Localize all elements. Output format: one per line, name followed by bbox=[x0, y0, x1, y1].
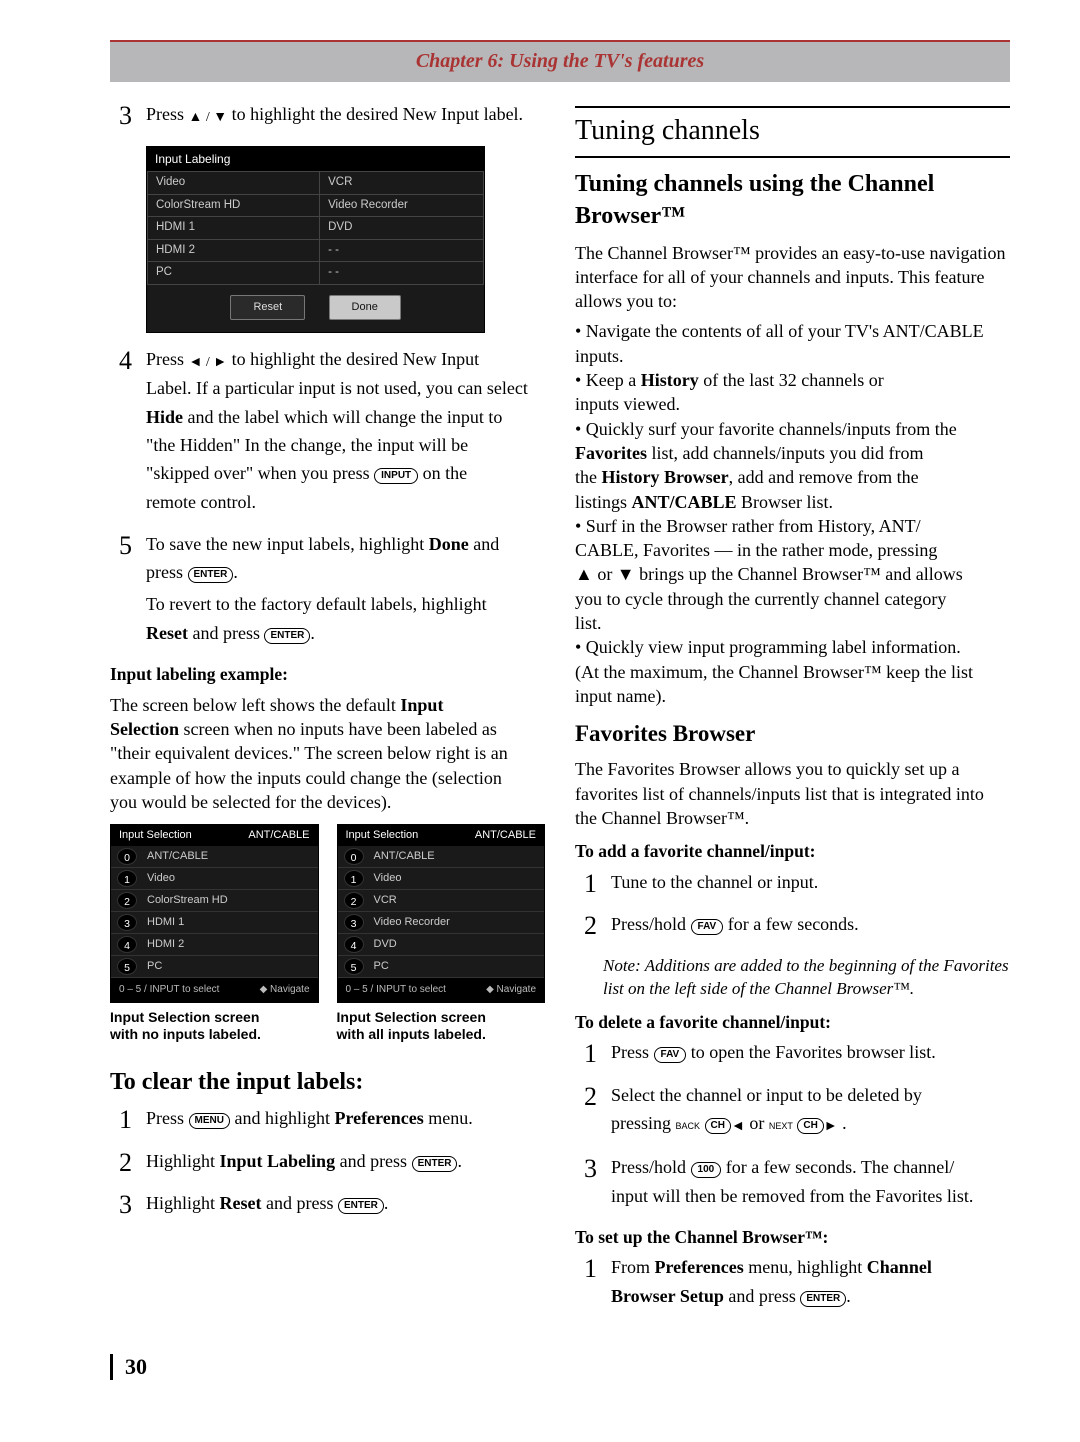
example-heading: Input labeling example: bbox=[110, 663, 545, 687]
ch-back-key-icon: CH bbox=[705, 1118, 731, 1134]
delete-favorite-heading: To delete a favorite channel/input: bbox=[575, 1011, 1010, 1035]
enter-key-icon: ENTER bbox=[338, 1198, 384, 1214]
chapter-header: Chapter 6: Using the TV's features bbox=[110, 40, 1010, 82]
table-row: HDMI 1DVD bbox=[148, 217, 484, 240]
step-3: 3 Press ▲ / ▼ to highlight the desired N… bbox=[110, 102, 545, 132]
next-label: NEXT bbox=[769, 1121, 793, 1131]
right-column: Tuning channels Tuning channels using th… bbox=[575, 102, 1010, 1326]
table-row: VideoVCR bbox=[148, 172, 484, 195]
clear-labels-heading: To clear the input labels: bbox=[110, 1066, 545, 1098]
step-number: 4 bbox=[110, 347, 132, 518]
input-labeling-table: VideoVCR ColorStream HDVideo Recorder HD… bbox=[147, 171, 484, 285]
caption: Input Selection screenwith no inputs lab… bbox=[110, 1009, 319, 1044]
left-column: 3 Press ▲ / ▼ to highlight the desired N… bbox=[110, 102, 545, 1326]
enter-key-icon: ENTER bbox=[800, 1291, 846, 1307]
setup-heading: To set up the Channel Browser™: bbox=[575, 1226, 1010, 1250]
menu-key-icon: MENU bbox=[189, 1113, 230, 1129]
step-5: 5 To save the new input labels, highligh… bbox=[110, 532, 545, 649]
step-4: 4 Press ◄ / ► to highlight the desired N… bbox=[110, 347, 545, 518]
back-label: BACK bbox=[676, 1121, 701, 1131]
reset-button[interactable]: Reset bbox=[230, 295, 305, 320]
note: Note: Additions are added to the beginni… bbox=[603, 955, 1010, 1001]
page-number: 30 bbox=[110, 1352, 1010, 1382]
table-row: HDMI 2- - bbox=[148, 239, 484, 262]
step-number: 3 bbox=[110, 102, 132, 132]
input-selection-panel-left: Input SelectionANT/CABLE 0ANT/CABLE 1Vid… bbox=[110, 824, 319, 1002]
table-row: PC- - bbox=[148, 262, 484, 285]
caption: Input Selection screenwith all inputs la… bbox=[337, 1009, 546, 1044]
arrow-icons: ▲ / ▼ bbox=[189, 110, 228, 125]
step-number: 5 bbox=[110, 532, 132, 649]
fav-key-icon: FAV bbox=[654, 1047, 687, 1063]
input-labeling-panel: Input Labeling VideoVCR ColorStream HDVi… bbox=[146, 146, 485, 333]
hundred-key-icon: 100 bbox=[691, 1162, 722, 1178]
section-title: Tuning channels bbox=[575, 106, 1010, 158]
done-button[interactable]: Done bbox=[329, 295, 401, 320]
panel-title: Input Labeling bbox=[147, 147, 484, 171]
input-selection-panel-right: Input SelectionANT/CABLE 0ANT/CABLE 1Vid… bbox=[337, 824, 546, 1002]
ch-next-key-icon: CH bbox=[797, 1118, 823, 1134]
input-key-icon: INPUT bbox=[374, 468, 418, 484]
enter-key-icon: ENTER bbox=[412, 1156, 458, 1172]
enter-key-icon: ENTER bbox=[188, 567, 234, 583]
add-favorite-heading: To add a favorite channel/input: bbox=[575, 840, 1010, 864]
fav-key-icon: FAV bbox=[691, 919, 724, 935]
arrow-icons: ◄ / ► bbox=[189, 355, 228, 370]
text: to highlight the desired New Input label… bbox=[232, 104, 523, 124]
left-arrow-icon: ◄ bbox=[731, 1119, 745, 1134]
favorites-heading: Favorites Browser bbox=[575, 718, 1010, 749]
input-selection-pair: Input SelectionANT/CABLE 0ANT/CABLE 1Vid… bbox=[110, 824, 545, 1043]
right-arrow-icon: ► bbox=[824, 1119, 838, 1134]
text: Press bbox=[146, 104, 189, 124]
table-row: ColorStream HDVideo Recorder bbox=[148, 194, 484, 217]
enter-key-icon: ENTER bbox=[264, 628, 310, 644]
subsection-title: Tuning channels using the Channel Browse… bbox=[575, 168, 1010, 233]
